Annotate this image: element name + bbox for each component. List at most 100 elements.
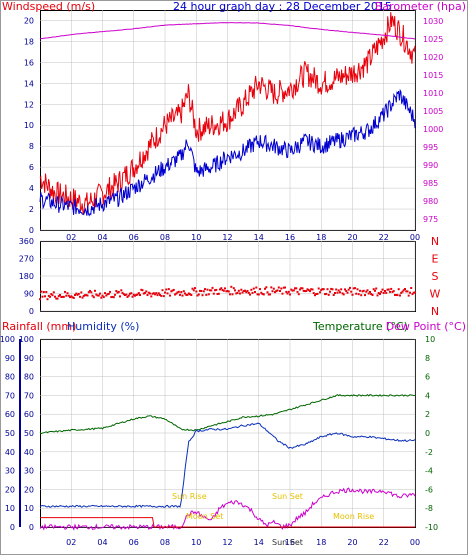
direction-point <box>302 289 305 292</box>
direction-point <box>102 296 105 299</box>
direction-point <box>401 290 404 293</box>
temperature-tick-label: 8 <box>425 354 430 363</box>
temperature-tick-label: 6 <box>425 373 430 382</box>
direction-point <box>116 291 119 294</box>
direction-point <box>124 294 126 296</box>
direction-point <box>101 294 104 297</box>
humidity-tick-label: 20 <box>24 485 34 494</box>
wind-x-tick-label: 18 <box>316 233 326 242</box>
direction-point <box>81 296 84 299</box>
rainfall-tick-label: 60 <box>5 410 15 419</box>
direction-point <box>382 292 385 294</box>
direction-point <box>405 290 408 293</box>
rainfall-tick-label: 40 <box>5 448 15 457</box>
direction-point <box>47 294 50 297</box>
axis-ticks: 0246810121416182097598098599099510001005… <box>0 16 443 547</box>
wind-x-tick-label: 00 <box>410 233 420 242</box>
direction-point <box>394 294 396 296</box>
wind-tick-label: 2 <box>29 205 34 214</box>
barometer-tick-label: 1030 <box>423 17 443 26</box>
direction-point <box>74 294 76 296</box>
direction-point <box>69 296 71 299</box>
direction-point <box>222 289 225 292</box>
direction-point <box>174 293 176 296</box>
direction-point <box>121 291 124 294</box>
direction-point <box>389 290 391 293</box>
direction-point <box>250 288 253 291</box>
direction-point <box>162 295 165 298</box>
direction-point <box>296 290 299 293</box>
direction-point <box>237 289 240 292</box>
rainfall-tick-label: 0 <box>10 523 15 532</box>
direction-point <box>261 293 264 295</box>
barometer-tick-label: 990 <box>423 161 438 170</box>
direction-point <box>307 289 310 292</box>
direction-point <box>147 291 150 294</box>
direction-point <box>265 286 268 289</box>
direction-tick-label: 90 <box>24 290 34 299</box>
direction-point <box>216 293 219 295</box>
direction-point <box>184 292 186 295</box>
wind-tick-label: 0 <box>29 226 34 235</box>
direction-point <box>254 291 256 293</box>
wind-tick-label: 8 <box>29 142 34 151</box>
direction-point <box>247 291 250 294</box>
direction-point <box>404 288 406 290</box>
direction-point <box>89 289 91 292</box>
temp-x-tick-label: 16 <box>285 538 295 547</box>
direction-point <box>80 291 83 294</box>
direction-point <box>70 295 73 298</box>
direction-point <box>221 289 224 291</box>
direction-point <box>270 286 273 289</box>
direction-point <box>91 294 94 297</box>
direction-point <box>267 293 270 296</box>
direction-point <box>345 290 348 293</box>
direction-point <box>281 292 284 295</box>
wind-axis-title: Windspeed (m/s) <box>2 0 95 13</box>
wind-gust-line <box>39 12 416 216</box>
direction-point <box>316 292 319 295</box>
direction-point <box>119 295 121 298</box>
direction-point <box>206 288 209 291</box>
direction-point <box>105 294 108 297</box>
direction-point <box>330 287 333 290</box>
rainfall-tick-label: 10 <box>5 504 15 513</box>
direction-point <box>139 294 141 296</box>
direction-point <box>107 292 110 295</box>
direction-point <box>117 290 120 293</box>
direction-point <box>214 289 216 292</box>
direction-point <box>131 295 134 298</box>
direction-point <box>54 295 56 298</box>
wind-x-tick-label: 14 <box>254 233 264 242</box>
direction-point <box>367 292 370 295</box>
direction-point <box>136 293 139 296</box>
direction-point <box>189 293 191 296</box>
direction-point <box>312 292 315 295</box>
direction-point <box>319 291 321 294</box>
direction-point <box>311 288 314 291</box>
humidity-line <box>39 422 416 509</box>
direction-point <box>377 292 380 294</box>
direction-point <box>44 295 46 298</box>
direction-point <box>370 293 373 295</box>
direction-point <box>187 292 190 295</box>
direction-point <box>402 289 405 292</box>
direction-point <box>75 292 78 295</box>
direction-point <box>149 292 151 295</box>
temperature-axis-title: Temperature (°C) <box>312 320 408 333</box>
direction-point <box>140 288 143 291</box>
direction-point <box>151 292 154 295</box>
direction-point <box>242 290 245 293</box>
direction-point <box>334 292 336 294</box>
direction-point <box>410 287 413 289</box>
direction-point <box>41 295 44 298</box>
direction-point <box>256 293 259 296</box>
direction-point <box>156 294 159 297</box>
humidity-tick-label: 30 <box>24 467 34 476</box>
humidity-axis-title: Humidity (%) <box>67 320 139 333</box>
direction-point <box>85 294 88 297</box>
direction-point <box>291 289 294 292</box>
direction-point <box>409 291 411 294</box>
direction-point <box>255 286 258 289</box>
